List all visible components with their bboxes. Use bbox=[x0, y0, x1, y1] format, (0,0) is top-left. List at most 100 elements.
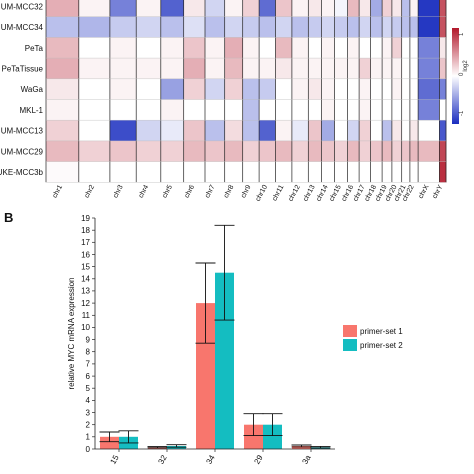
heatmap-row-label: PeTa bbox=[25, 44, 44, 53]
heatmap-cell bbox=[183, 58, 206, 80]
heatmap-cell bbox=[205, 16, 225, 38]
heatmap-cell bbox=[409, 58, 419, 80]
chromosome-label: chr11 bbox=[271, 184, 285, 202]
heatmap-cell bbox=[275, 37, 293, 59]
y-tick-label: 1 bbox=[86, 433, 91, 442]
heatmap-cell bbox=[224, 37, 243, 59]
heatmap-row-label: UM-MCC13 bbox=[1, 127, 44, 136]
heatmap-cell bbox=[183, 78, 206, 100]
heatmap-cell bbox=[382, 140, 393, 162]
heatmap-cell bbox=[242, 78, 260, 100]
heatmap-cell bbox=[242, 37, 260, 59]
heatmap-cell bbox=[224, 99, 243, 121]
heatmap-cell bbox=[391, 0, 402, 17]
heatmap-cell bbox=[136, 58, 162, 80]
heatmap-cell bbox=[418, 120, 440, 142]
heatmap-panel: UM-MCC32 UM-MCC34 PeTa PeTaTissue WaGa MKL-1 U… bbox=[0, 0, 447, 203]
heatmap-cell bbox=[109, 37, 137, 59]
heatmap-cell bbox=[409, 0, 419, 17]
heatmap-cell bbox=[78, 99, 111, 121]
y-tick-label: 6 bbox=[86, 372, 91, 381]
heatmap-cell bbox=[334, 0, 348, 17]
heatmap-cell bbox=[401, 99, 411, 121]
heatmap-cell bbox=[205, 120, 225, 142]
heatmap-cell bbox=[439, 16, 447, 38]
heatmap-cell bbox=[409, 37, 419, 59]
heatmap-cell bbox=[370, 37, 383, 59]
heatmap-cell bbox=[205, 0, 225, 17]
y-tick-label: 19 bbox=[81, 214, 90, 223]
y-tick-label: 17 bbox=[81, 238, 90, 247]
heatmap-row-label: PeTaTissue bbox=[2, 64, 44, 73]
bar-primer-set-2 bbox=[263, 424, 282, 449]
heatmap-cell bbox=[224, 120, 243, 142]
heatmap-cell bbox=[418, 78, 440, 100]
bar-chart-legend: primer-set 1 primer-set 2 bbox=[343, 325, 403, 351]
heatmap-cell bbox=[109, 0, 137, 17]
colorbar-tick-label: 1 bbox=[459, 32, 465, 36]
colorbar-tick-label: -1 bbox=[459, 110, 465, 116]
heatmap-cell bbox=[334, 78, 348, 100]
heatmap-cell bbox=[109, 120, 137, 142]
heatmap-cell bbox=[321, 161, 335, 183]
heatmap-cell bbox=[136, 161, 162, 183]
heatmap-cell bbox=[224, 140, 243, 162]
chromosome-label: chrX bbox=[418, 184, 431, 200]
heatmap-cell bbox=[370, 78, 383, 100]
y-tick-label: 0 bbox=[86, 445, 91, 454]
heatmap-cell bbox=[347, 78, 360, 100]
y-tick-label: 9 bbox=[86, 335, 91, 344]
legend-label: primer-set 2 bbox=[360, 341, 403, 350]
heatmap-cell bbox=[46, 0, 80, 17]
heatmap-cell bbox=[259, 78, 276, 100]
heatmap-cell bbox=[382, 58, 393, 80]
heatmap-cell bbox=[224, 58, 243, 80]
heatmap-cell bbox=[401, 58, 411, 80]
heatmap-cell bbox=[259, 0, 276, 17]
heatmap-cell bbox=[136, 0, 162, 17]
heatmap-cell bbox=[401, 120, 411, 142]
colorbar-tick-label: 0 bbox=[459, 72, 465, 76]
heatmap-cell bbox=[418, 99, 440, 121]
heatmap-cell bbox=[409, 99, 419, 121]
heatmap-cell bbox=[382, 120, 393, 142]
heatmap-cell bbox=[136, 120, 162, 142]
heatmap-cell bbox=[359, 120, 371, 142]
heatmap-cell bbox=[78, 37, 111, 59]
heatmap-cell bbox=[205, 161, 225, 183]
heatmap-cell bbox=[370, 120, 383, 142]
heatmap-cell bbox=[275, 16, 293, 38]
y-tick-label: 8 bbox=[86, 348, 91, 357]
heatmap-cell bbox=[291, 99, 309, 121]
heatmap-cell bbox=[370, 140, 383, 162]
heatmap-cell bbox=[46, 99, 80, 121]
bar-primer-set-2 bbox=[215, 272, 234, 449]
heatmap-cell bbox=[183, 161, 206, 183]
heatmap-cell bbox=[205, 37, 225, 59]
heatmap-cell bbox=[334, 37, 348, 59]
y-tick-label: 2 bbox=[86, 421, 91, 430]
heatmap-cell bbox=[418, 0, 440, 17]
heatmap-cell bbox=[370, 0, 383, 17]
heatmap-cell bbox=[347, 37, 360, 59]
heatmap-cell bbox=[46, 140, 80, 162]
heatmap-cell bbox=[308, 37, 322, 59]
heatmap-cell bbox=[46, 78, 80, 100]
y-tick-label: 4 bbox=[86, 396, 91, 405]
heatmap-cell bbox=[391, 37, 402, 59]
heatmap-cell bbox=[382, 161, 393, 183]
heatmap-cell bbox=[409, 78, 419, 100]
heatmap-cell bbox=[439, 120, 447, 142]
heatmap-cell bbox=[160, 140, 185, 162]
heatmap-cell bbox=[291, 140, 309, 162]
heatmap-cell bbox=[205, 99, 225, 121]
heatmap-cell bbox=[136, 37, 162, 59]
heatmap-cell bbox=[275, 140, 293, 162]
heatmap-cell bbox=[391, 120, 402, 142]
heatmap-cell bbox=[391, 161, 402, 183]
y-tick-label: 13 bbox=[81, 287, 90, 296]
heatmap-cell bbox=[78, 58, 111, 80]
heatmap-cell bbox=[391, 140, 402, 162]
heatmap-cell bbox=[242, 16, 260, 38]
heatmap-cell bbox=[291, 120, 309, 142]
